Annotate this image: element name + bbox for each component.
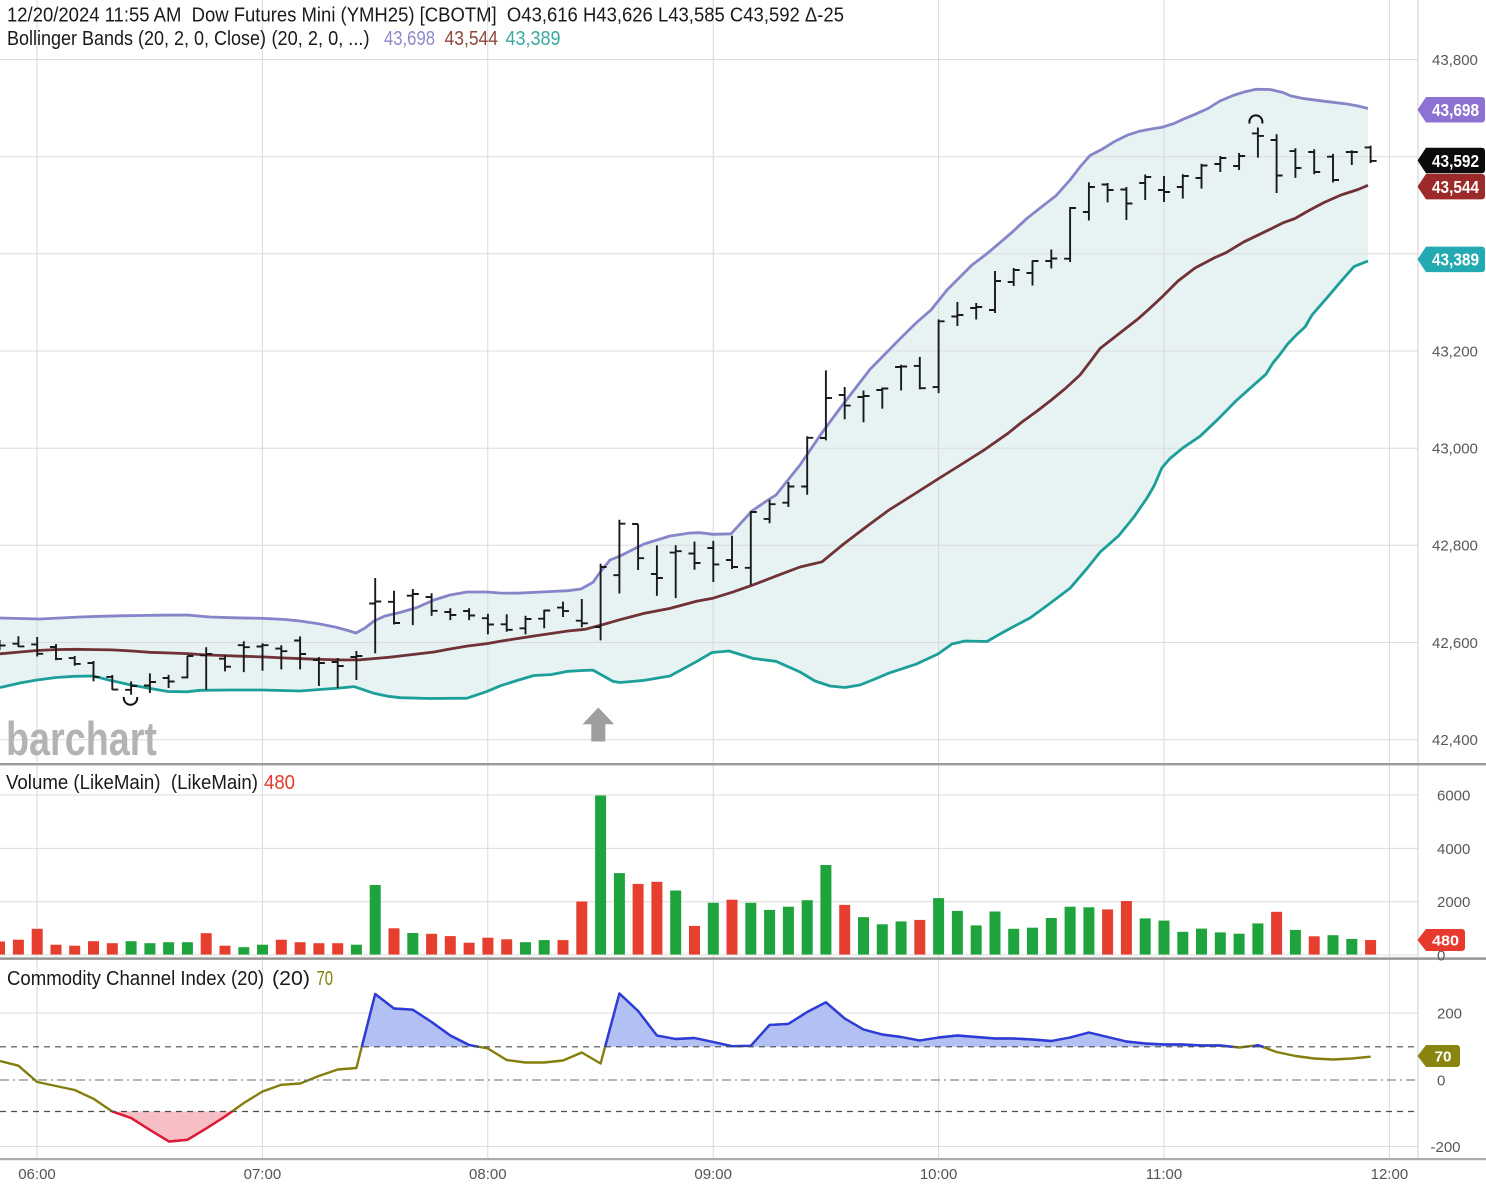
svg-text:09:00: 09:00 — [694, 1166, 732, 1183]
svg-text:0: 0 — [1437, 1072, 1445, 1089]
svg-text:(20): (20) — [272, 968, 310, 990]
svg-text:43,200: 43,200 — [1432, 343, 1478, 360]
svg-text:barchart: barchart — [6, 712, 157, 765]
svg-text:(20, 2, 0, ...): (20, 2, 0, ...) — [272, 28, 370, 50]
svg-text:43,000: 43,000 — [1432, 441, 1478, 458]
svg-text:42,600: 42,600 — [1432, 635, 1478, 652]
svg-text:Bollinger Bands (20, 2, 0, Clo: Bollinger Bands (20, 2, 0, Close) — [7, 28, 266, 50]
svg-text:06:00: 06:00 — [18, 1166, 56, 1183]
svg-text:-200: -200 — [1431, 1139, 1461, 1156]
svg-text:43,800: 43,800 — [1432, 52, 1478, 69]
svg-text:0: 0 — [1437, 947, 1445, 964]
svg-text:70: 70 — [317, 968, 334, 990]
svg-text:10:00: 10:00 — [920, 1166, 958, 1183]
svg-text:480: 480 — [1432, 932, 1459, 949]
svg-text:43,389: 43,389 — [506, 28, 561, 50]
svg-text:42,400: 42,400 — [1432, 732, 1478, 749]
svg-text:43,544: 43,544 — [445, 28, 499, 50]
svg-text:11:00: 11:00 — [1146, 1166, 1182, 1183]
svg-text:12:00: 12:00 — [1371, 1166, 1409, 1183]
svg-text:480: 480 — [264, 772, 295, 794]
svg-text:43,544: 43,544 — [1432, 177, 1479, 197]
svg-text:Volume (LikeMain) (LikeMain): Volume (LikeMain) (LikeMain) — [6, 772, 258, 794]
svg-text:2000: 2000 — [1437, 894, 1470, 911]
svg-text:4000: 4000 — [1437, 841, 1470, 858]
svg-text:07:00: 07:00 — [244, 1166, 282, 1183]
svg-text:Commodity Channel Index (20): Commodity Channel Index (20) — [7, 968, 264, 990]
svg-text:43,592: 43,592 — [1432, 151, 1479, 171]
svg-text:6000: 6000 — [1437, 787, 1470, 804]
svg-text:70: 70 — [1435, 1048, 1452, 1065]
svg-text:08:00: 08:00 — [469, 1166, 507, 1183]
svg-text:43,698: 43,698 — [384, 28, 435, 50]
svg-text:12/20/2024 11:55 AM Dow Futur: 12/20/2024 11:55 AM Dow Futures Mini (YM… — [7, 5, 844, 27]
svg-text:43,698: 43,698 — [1432, 100, 1479, 120]
svg-text:200: 200 — [1437, 1005, 1462, 1022]
svg-text:43,389: 43,389 — [1432, 250, 1479, 270]
svg-text:42,800: 42,800 — [1432, 538, 1478, 555]
